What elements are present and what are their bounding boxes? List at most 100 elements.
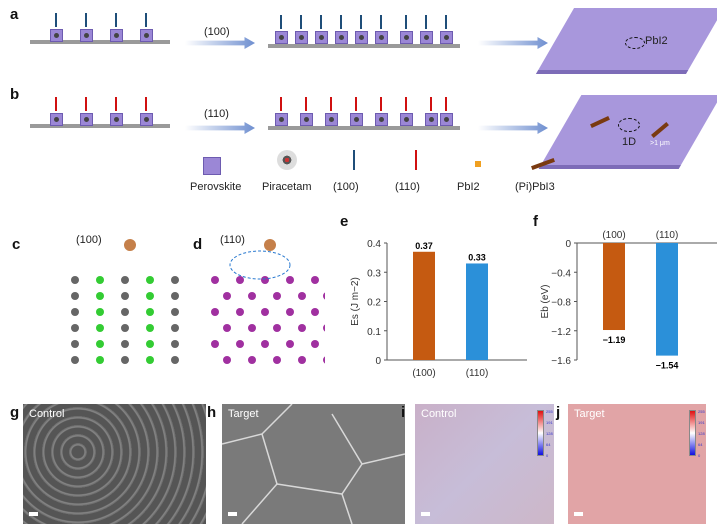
perovskite-cube-icon — [295, 31, 308, 44]
atom — [261, 340, 269, 348]
colorbar-tick: 64 — [546, 442, 551, 447]
1d-label: 1D — [622, 136, 637, 148]
arrow-100-icon — [55, 13, 57, 27]
colorbar-tick: 255 — [546, 409, 553, 414]
perovskite-cube-icon — [80, 113, 93, 126]
y-tick-label: 0.1 — [367, 327, 381, 338]
perovskite-cube-icon — [300, 113, 313, 126]
perovskite-cube-icon — [355, 31, 368, 44]
panel-label-e: e — [340, 213, 349, 230]
film-3d-b — [538, 95, 717, 169]
atom — [171, 276, 179, 284]
structure-c-image — [71, 239, 179, 364]
atom — [71, 324, 79, 332]
perovskite-cube-icon — [203, 157, 221, 175]
x-tick-label: (100) — [602, 230, 625, 241]
arrow-110-icon — [330, 97, 332, 111]
atom — [146, 340, 154, 348]
size-label: >1 μm — [650, 140, 670, 147]
1d-highlight-icon — [618, 118, 640, 132]
legend-label: Perovskite — [190, 181, 242, 193]
atom — [96, 276, 104, 284]
bar — [466, 263, 488, 360]
legend-label: (110) — [395, 181, 420, 193]
atom — [96, 340, 104, 348]
perovskite-cube-icon — [140, 29, 153, 42]
map-control-label: Control — [421, 408, 457, 420]
perovskite-cube-icon — [110, 29, 123, 42]
substrate-b-mid — [268, 126, 460, 130]
map-image-target: Target 255 191 128 64 0 — [568, 404, 706, 524]
colorbar: 255 191 128 64 0 — [689, 409, 705, 458]
atom — [273, 356, 281, 364]
process-arrow-icon — [185, 122, 255, 134]
arrow-red-icon — [415, 150, 417, 170]
arrow-110-icon — [430, 97, 432, 111]
panel-label-f: f — [533, 213, 538, 230]
perovskite-cube-icon — [335, 31, 348, 44]
perovskite-cube-icon — [425, 113, 438, 126]
atom — [96, 356, 104, 364]
atom — [223, 292, 231, 300]
arrow-110-icon — [445, 97, 447, 111]
colorbar-tick: 0 — [546, 453, 549, 458]
legend-label: (Pi)PbI3 — [515, 181, 555, 193]
colorbar-tick: 255 — [698, 409, 705, 414]
chart-f: 0 −0.4 −0.8 −1.2 −1.6 −1.19 (100) −1.54 (110) Eb … — [540, 230, 717, 371]
data-label: 0.33 — [468, 252, 486, 262]
arrow-100-icon — [405, 15, 407, 29]
arrow-100-icon — [300, 15, 302, 29]
structure-d-image — [211, 239, 325, 364]
x-tick-label: (110) — [466, 368, 489, 379]
atom — [96, 308, 104, 316]
atom — [223, 324, 231, 332]
piracetam-molecule — [264, 239, 276, 251]
arrow-a-label: (100) — [204, 26, 230, 38]
bar — [413, 251, 435, 360]
atom — [298, 356, 306, 364]
atom — [71, 356, 79, 364]
process-arrow-icon — [185, 37, 255, 49]
atom — [146, 276, 154, 284]
perovskite-cube-icon — [440, 113, 453, 126]
atom — [211, 276, 219, 284]
arrow-100-icon — [115, 13, 117, 27]
atom — [71, 340, 79, 348]
arrow-100-icon — [380, 15, 382, 29]
sem-target-label: Target — [228, 408, 259, 420]
atom — [146, 308, 154, 316]
y-tick-label: 0.2 — [367, 298, 381, 309]
atom — [121, 340, 129, 348]
arrow-100-icon — [280, 15, 282, 29]
atom — [171, 324, 179, 332]
map-target-label: Target — [574, 408, 605, 420]
arrow-110-icon — [305, 97, 307, 111]
scale-bar — [29, 512, 38, 516]
panel-label-a: a — [10, 6, 19, 23]
perovskite-cube-icon — [400, 113, 413, 126]
atom — [273, 292, 281, 300]
structure-c-label: (100) — [76, 234, 102, 246]
atom — [323, 292, 325, 300]
atom — [71, 276, 79, 284]
panel-label-c: c — [12, 236, 21, 253]
chart-e: 0 0.1 0.2 0.3 0.4 0.37 (100) 0.33 (110) Es (J m−2… — [350, 239, 527, 379]
y-axis-label: Eb (eV) — [540, 285, 551, 319]
arrow-110-icon — [145, 97, 147, 111]
interaction-highlight — [229, 250, 291, 280]
arrow-110-icon — [280, 97, 282, 111]
legend-label: Piracetam — [262, 181, 312, 193]
scale-bar — [228, 512, 237, 516]
colorbar-tick: 64 — [698, 442, 703, 447]
x-tick-label: (110) — [656, 230, 679, 241]
perovskite-cube-icon — [275, 113, 288, 126]
arrow-blue-icon — [353, 150, 355, 170]
panel-label-d: d — [193, 236, 203, 253]
arrow-110-icon — [405, 97, 407, 111]
sem-image-target: Target — [222, 404, 405, 524]
arrow-100-icon — [320, 15, 322, 29]
process-arrow-icon — [478, 37, 548, 49]
perovskite-cube-icon — [140, 113, 153, 126]
legend-label: (100) — [333, 181, 359, 193]
atom — [311, 308, 319, 316]
